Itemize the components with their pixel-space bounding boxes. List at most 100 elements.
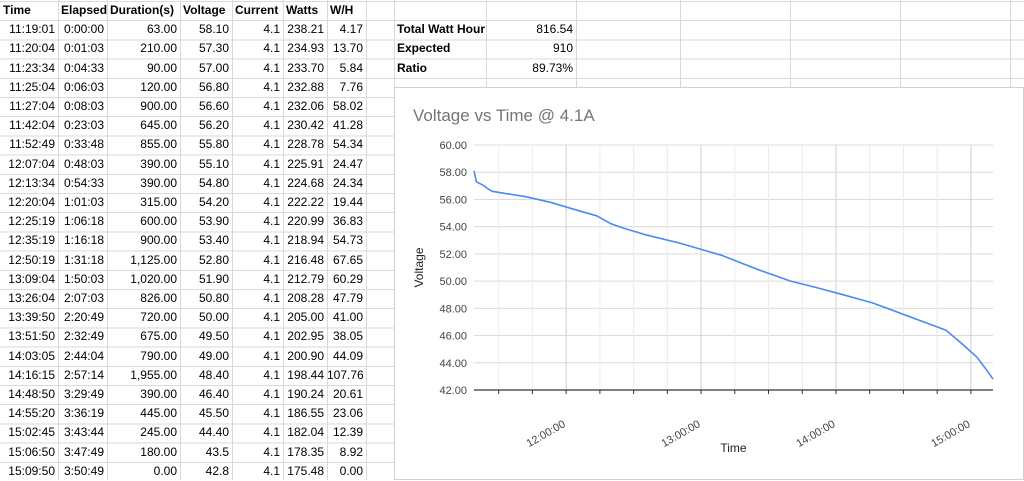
table-cell[interactable]: 4.1 xyxy=(263,175,280,190)
table-cell[interactable]: 4.1 xyxy=(263,195,280,209)
table-cell[interactable]: 224.68 xyxy=(287,175,324,190)
data-point[interactable] xyxy=(473,169,476,172)
column-header[interactable]: Watts xyxy=(286,3,319,17)
table-cell[interactable]: 232.88 xyxy=(287,79,324,94)
table-cell[interactable]: 3:50:49 xyxy=(63,463,104,478)
table-cell[interactable]: 1:31:18 xyxy=(63,252,104,267)
table-cell[interactable]: 190.24 xyxy=(287,387,324,401)
data-point[interactable] xyxy=(992,378,995,381)
table-cell[interactable]: 55.80 xyxy=(198,137,229,152)
table-cell[interactable]: 51.90 xyxy=(198,271,229,286)
table-cell[interactable]: 645.00 xyxy=(140,118,177,133)
table-cell[interactable]: 49.00 xyxy=(198,348,229,363)
data-point[interactable] xyxy=(959,341,962,344)
column-header[interactable]: Current xyxy=(235,3,279,17)
data-point[interactable] xyxy=(985,368,988,371)
data-point[interactable] xyxy=(581,210,584,213)
table-cell[interactable]: 24.47 xyxy=(332,156,363,171)
voltage-chart[interactable]: Voltage vs Time @ 4.1A 42.00 44.00 46.00 48… xyxy=(394,87,1024,480)
table-cell[interactable]: 855.00 xyxy=(140,137,177,152)
table-cell[interactable]: 11:23:34 xyxy=(9,60,55,75)
table-cell[interactable]: 390.00 xyxy=(140,156,177,171)
table-cell[interactable]: 4.1 xyxy=(263,387,280,401)
table-cell[interactable]: 4.17 xyxy=(339,22,363,37)
data-point[interactable] xyxy=(720,254,723,257)
table-cell[interactable]: 900.00 xyxy=(140,233,177,248)
table-cell[interactable]: 186.55 xyxy=(287,406,324,421)
table-cell[interactable]: 2:07:03 xyxy=(63,291,104,305)
table-cell[interactable]: 0:01:03 xyxy=(63,41,104,56)
data-point[interactable] xyxy=(944,329,947,332)
table-cell[interactable]: 790.00 xyxy=(140,348,177,363)
table-cell[interactable]: 56.20 xyxy=(198,118,229,133)
table-cell[interactable]: 4.1 xyxy=(263,22,280,37)
table-cell[interactable]: 53.40 xyxy=(198,233,229,248)
table-cell[interactable]: 56.80 xyxy=(198,79,229,94)
table-cell[interactable]: 2:32:49 xyxy=(63,329,104,344)
data-point[interactable] xyxy=(622,227,625,230)
table-cell[interactable]: 4.1 xyxy=(263,463,280,478)
table-cell[interactable]: 43.5 xyxy=(205,444,229,459)
table-cell[interactable]: 202.95 xyxy=(287,329,324,344)
table-cell[interactable]: 390.00 xyxy=(140,387,177,401)
table-cell[interactable]: 107.76 xyxy=(327,367,364,382)
table-cell[interactable]: 67.65 xyxy=(332,252,363,267)
data-point[interactable] xyxy=(595,214,598,217)
table-cell[interactable]: 228.78 xyxy=(287,137,324,152)
table-cell[interactable]: 36.83 xyxy=(332,214,363,229)
table-cell[interactable]: 46.40 xyxy=(198,387,229,401)
table-cell[interactable]: 12:50:19 xyxy=(8,252,55,267)
table-cell[interactable]: 20.61 xyxy=(332,387,363,401)
table-cell[interactable]: 7.76 xyxy=(339,79,363,94)
table-cell[interactable]: 230.42 xyxy=(287,118,324,133)
table-cell[interactable]: 198.44 xyxy=(287,367,324,382)
data-point[interactable] xyxy=(871,301,874,304)
table-cell[interactable]: 44.09 xyxy=(332,348,363,363)
table-cell[interactable]: 49.50 xyxy=(198,329,229,344)
table-cell[interactable]: 4.1 xyxy=(263,271,280,286)
table-cell[interactable]: 4.1 xyxy=(263,233,280,248)
table-cell[interactable]: 4.1 xyxy=(263,118,280,133)
table-cell[interactable]: 445.00 xyxy=(140,406,177,421)
table-cell[interactable]: 0:54:33 xyxy=(63,175,104,190)
table-cell[interactable]: 13:09:04 xyxy=(8,271,55,286)
table-cell[interactable]: 53.90 xyxy=(198,214,229,229)
table-cell[interactable]: 45.50 xyxy=(198,406,229,421)
table-cell[interactable]: 15:02:45 xyxy=(8,425,55,440)
summary-value[interactable]: 89.73% xyxy=(532,60,573,75)
table-cell[interactable]: 1:06:18 xyxy=(63,214,104,229)
table-cell[interactable]: 50.00 xyxy=(198,310,229,325)
table-cell[interactable]: 212.79 xyxy=(287,271,324,286)
table-cell[interactable]: 675.00 xyxy=(140,329,177,344)
column-header[interactable]: W/H xyxy=(330,3,354,17)
table-cell[interactable]: 0:08:03 xyxy=(63,99,104,113)
table-cell[interactable]: 13:39:50 xyxy=(8,310,55,325)
table-cell[interactable]: 218.94 xyxy=(287,233,324,248)
table-cell[interactable]: 11:27:04 xyxy=(9,99,55,113)
table-cell[interactable]: 3:36:19 xyxy=(63,406,104,421)
table-cell[interactable]: 0:33:48 xyxy=(63,137,104,152)
table-cell[interactable]: 900.00 xyxy=(140,99,177,113)
table-cell[interactable]: 19.44 xyxy=(332,195,363,209)
table-cell[interactable]: 0.00 xyxy=(339,463,363,478)
table-cell[interactable]: 205.00 xyxy=(287,310,324,325)
table-cell[interactable]: 42.8 xyxy=(205,463,229,478)
table-cell[interactable]: 24.34 xyxy=(332,175,363,190)
table-cell[interactable]: 12:35:19 xyxy=(8,233,55,248)
table-cell[interactable]: 1,020.00 xyxy=(130,271,177,286)
series-line[interactable] xyxy=(473,170,994,380)
table-cell[interactable]: 210.00 xyxy=(140,41,177,56)
table-cell[interactable]: 2:44:04 xyxy=(63,348,104,363)
table-cell[interactable]: 4.1 xyxy=(263,367,280,382)
table-cell[interactable]: 220.99 xyxy=(287,214,324,229)
data-point[interactable] xyxy=(524,195,527,198)
table-cell[interactable]: 57.00 xyxy=(198,60,229,75)
table-cell[interactable]: 12:20:04 xyxy=(8,195,55,209)
table-cell[interactable]: 12:13:34 xyxy=(8,175,55,190)
column-header[interactable]: Time xyxy=(3,3,31,17)
table-cell[interactable]: 175.48 xyxy=(287,463,324,478)
table-cell[interactable]: 3:47:49 xyxy=(63,444,104,459)
data-point[interactable] xyxy=(486,187,489,190)
table-cell[interactable]: 90.00 xyxy=(146,60,177,75)
table-cell[interactable]: 14:48:50 xyxy=(8,387,55,401)
